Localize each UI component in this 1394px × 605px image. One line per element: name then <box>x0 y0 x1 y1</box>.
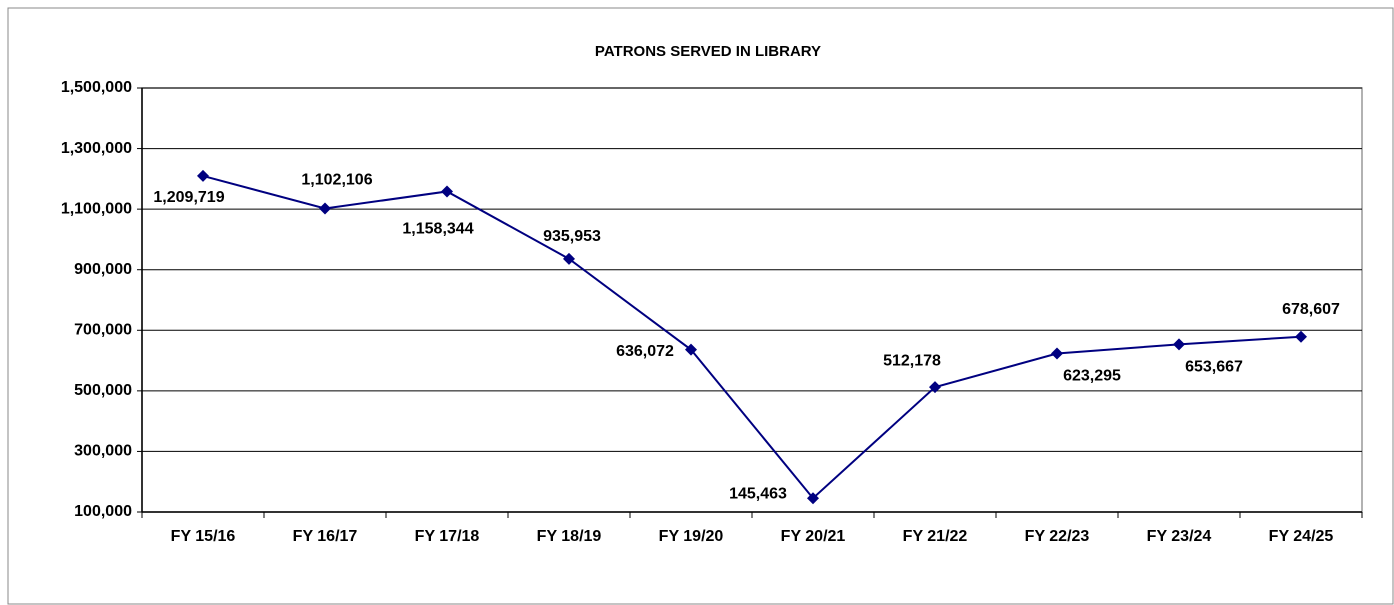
y-tick-label: 500,000 <box>74 382 132 399</box>
data-point <box>563 252 575 265</box>
data-point <box>197 169 209 182</box>
data-label: 1,102,106 <box>301 172 372 189</box>
data-point <box>685 343 697 356</box>
data-label: 1,209,719 <box>153 189 224 206</box>
x-tick-label: FY 19/20 <box>659 528 724 545</box>
x-tick-label: FY 22/23 <box>1025 528 1090 545</box>
data-label: 145,463 <box>729 485 787 502</box>
plot-area <box>141 87 1363 513</box>
data-point <box>1051 347 1063 360</box>
x-tick-label: FY 24/25 <box>1269 528 1334 545</box>
data-point <box>441 185 453 198</box>
x-tick-label: FY 17/18 <box>415 528 480 545</box>
x-tick-label: FY 18/19 <box>537 528 602 545</box>
x-tick-label: FY 15/16 <box>171 528 236 545</box>
y-tick-label: 1,100,000 <box>61 200 132 217</box>
chart-title: PATRONS SERVED IN LIBRARY <box>595 43 821 60</box>
data-label: 678,607 <box>1282 301 1340 318</box>
series-line <box>202 174 1302 500</box>
y-tick-label: 700,000 <box>74 322 132 339</box>
x-tick-label: FY 20/21 <box>781 528 846 545</box>
x-tick-label: FY 23/24 <box>1147 528 1212 545</box>
data-label: 636,072 <box>616 343 674 360</box>
y-tick-label: 100,000 <box>74 503 132 520</box>
data-label: 653,667 <box>1185 359 1243 376</box>
y-tick-label: 1,500,000 <box>61 79 132 96</box>
data-point <box>807 492 819 505</box>
data-label: 512,178 <box>883 352 941 369</box>
data-label: 1,158,344 <box>402 221 473 238</box>
y-tick-label: 900,000 <box>74 261 132 278</box>
data-point <box>1173 338 1185 351</box>
x-tick-label: FY 21/22 <box>903 528 968 545</box>
data-label: 623,295 <box>1063 368 1121 385</box>
y-tick-label: 1,300,000 <box>61 140 132 157</box>
chart-frame <box>7 7 1394 605</box>
data-point <box>929 381 941 394</box>
y-tick-label: 300,000 <box>74 443 132 460</box>
x-tick-label: FY 16/17 <box>293 528 358 545</box>
data-label: 935,953 <box>543 228 601 245</box>
data-point <box>319 202 331 215</box>
data-point <box>1295 330 1307 343</box>
